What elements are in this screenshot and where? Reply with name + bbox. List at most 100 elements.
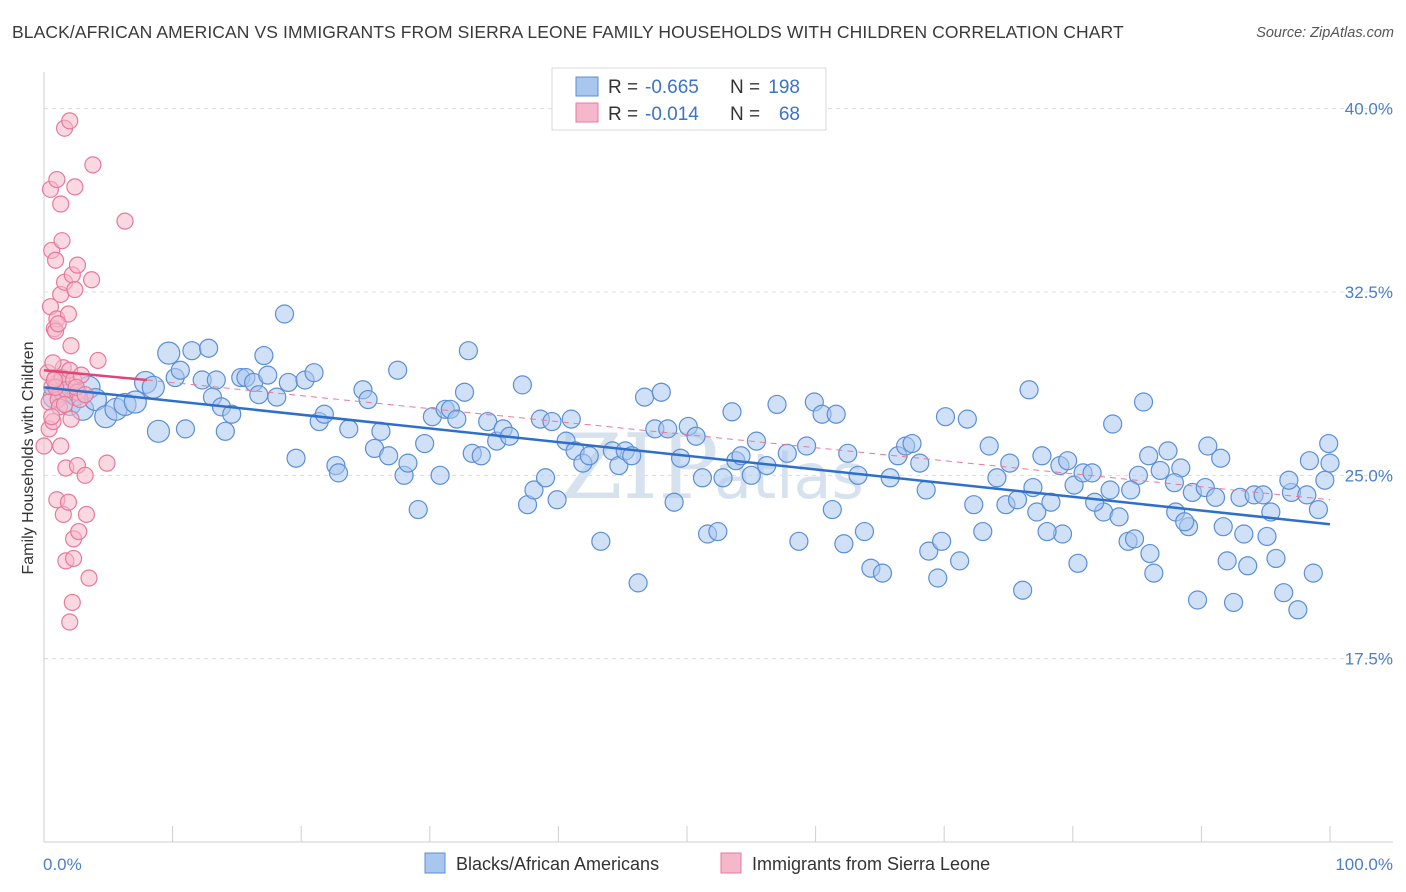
blacks-point: [1109, 507, 1129, 527]
sierra-leone-point: [44, 354, 62, 372]
blacks-point: [1124, 529, 1145, 549]
blacks-point: [379, 446, 399, 466]
stats-swatch-blue: [575, 76, 599, 97]
blacks-point: [628, 573, 648, 593]
sierra-leone-point: [52, 195, 70, 213]
blacks-point: [1164, 473, 1184, 493]
blacks-point: [1205, 487, 1226, 507]
blacks-point: [1223, 592, 1244, 613]
blacks-point: [471, 446, 491, 466]
blacks-point: [1279, 470, 1299, 490]
sierra-leone-point: [70, 522, 88, 541]
blacks-point: [789, 531, 809, 551]
blacks-point: [524, 480, 544, 500]
blacks-point: [935, 407, 956, 427]
sierra-leone-point: [55, 395, 74, 414]
stats-n-label-1: N =: [730, 77, 760, 98]
blacks-point: [222, 404, 242, 424]
blacks-point: [1144, 563, 1164, 583]
sierra-leone-point: [48, 170, 66, 189]
blacks-point: [964, 495, 984, 515]
blacks-point: [547, 490, 567, 510]
blacks-point: [1257, 526, 1277, 547]
blacks-points: [42, 304, 1340, 620]
blacks-point: [328, 463, 349, 483]
blacks-point: [1032, 446, 1052, 466]
trend-lines: [43, 368, 1331, 526]
sierra-leone-trend-extension: [146, 379, 1331, 501]
zipatlas-watermark: ZIP atlas: [560, 415, 864, 520]
blacks-point: [973, 521, 993, 542]
blacks-point: [304, 363, 324, 383]
blacks-point: [1058, 451, 1078, 471]
blacks-point: [157, 341, 181, 365]
blacks-point: [1175, 512, 1195, 532]
blacks-point: [1217, 551, 1237, 571]
blacks-point: [1150, 460, 1170, 481]
blacks-point: [358, 389, 378, 410]
blacks-point: [339, 419, 359, 439]
blacks-point: [591, 531, 611, 551]
blacks-point: [1266, 548, 1286, 569]
blacks-point: [1133, 392, 1154, 412]
y-tick-label: 17.5%: [1345, 650, 1393, 669]
blacks-point: [692, 468, 713, 488]
blacks-point: [834, 534, 854, 554]
blacks-point: [708, 521, 728, 542]
blacks-point: [286, 448, 306, 468]
sierra-leone-point: [77, 505, 96, 524]
blacks-point: [415, 433, 435, 454]
sierra-leone-point: [82, 271, 101, 289]
blacks-point: [741, 465, 761, 485]
blacks-point: [767, 394, 787, 415]
blacks-point: [1238, 556, 1258, 576]
sierra-leone-point: [89, 351, 107, 370]
sierra-leone-point: [76, 466, 94, 484]
blacks-point: [535, 468, 556, 488]
legend-swatch-pink: [720, 852, 742, 874]
blacks-point: [175, 419, 196, 439]
blacks-point: [199, 338, 219, 358]
blacks-point: [634, 387, 655, 407]
blacks-point: [254, 345, 274, 366]
blacks-point: [1085, 492, 1105, 512]
blacks-point: [1013, 580, 1033, 600]
blacks-point: [1274, 583, 1294, 603]
y-axis-tick-labels: 17.5% 25.0% 32.5% 40.0%: [1345, 100, 1393, 669]
sierra-leone-point: [66, 178, 84, 196]
blacks-point: [478, 411, 498, 432]
blacks-point: [146, 419, 171, 443]
blacks-point: [1140, 543, 1160, 564]
blacks-point: [1234, 524, 1254, 544]
blacks-point: [664, 492, 684, 512]
blacks-point: [512, 375, 532, 395]
x-tick-min: 0.0%: [43, 855, 82, 874]
blacks-point: [278, 372, 298, 393]
sierra-leone-point: [43, 408, 61, 426]
blacks-point: [902, 433, 922, 454]
blacks-point: [822, 499, 842, 520]
y-tick-label: 25.0%: [1345, 466, 1393, 485]
sierra-leone-point: [80, 569, 98, 587]
blacks-point: [1308, 499, 1329, 520]
blacks-point: [1288, 600, 1308, 620]
blacks-point: [206, 370, 226, 390]
sierra-leone-point: [53, 232, 71, 250]
blacks-point: [1007, 490, 1028, 510]
sierra-leone-point: [46, 251, 65, 269]
blacks-point: [408, 499, 428, 520]
blacks-point: [826, 404, 846, 424]
legend-swatch-blue: [424, 852, 446, 874]
blacks-point: [872, 563, 893, 583]
blacks-point: [686, 426, 706, 446]
blacks-point: [1000, 453, 1020, 473]
stats-box: R = -0.665 N = 198 R = -0.014 N = 68: [551, 67, 827, 131]
blacks-point: [1103, 414, 1123, 434]
blacks-point: [430, 465, 450, 485]
blacks-point: [1320, 453, 1340, 473]
blacks-point: [854, 521, 875, 542]
blacks-point: [123, 390, 147, 414]
blacks-point: [1082, 463, 1102, 483]
sierra-leone-point: [62, 410, 80, 428]
